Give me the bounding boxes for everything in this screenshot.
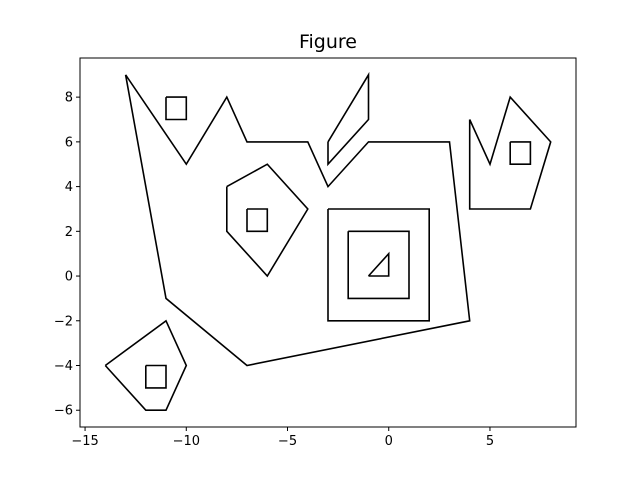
shape-outline-10 bbox=[510, 142, 530, 164]
shape-outline-8 bbox=[369, 254, 389, 276]
y-tick-label: 0 bbox=[65, 270, 73, 285]
shape-outline-5 bbox=[247, 209, 267, 231]
shape-outline-1 bbox=[126, 75, 470, 366]
x-tick-label: −10 bbox=[173, 434, 200, 449]
y-tick-label: 8 bbox=[65, 91, 73, 106]
x-tick-label: −5 bbox=[278, 434, 297, 449]
plot-shapes bbox=[105, 75, 550, 410]
shape-outline-12 bbox=[146, 366, 166, 388]
y-tick-label: 4 bbox=[65, 180, 73, 195]
y-tick-label: 6 bbox=[65, 135, 73, 150]
shape-outline-2 bbox=[166, 97, 186, 119]
y-tick-label: 2 bbox=[65, 225, 73, 240]
x-axis: −15 −10 −5 0 5 bbox=[71, 427, 494, 449]
x-tick-label: 0 bbox=[385, 434, 393, 449]
chart-title: Figure bbox=[299, 31, 357, 53]
y-tick-label: −4 bbox=[54, 359, 73, 374]
x-tick-label: 5 bbox=[486, 434, 494, 449]
shape-outline-3 bbox=[328, 75, 369, 164]
x-tick-label: −15 bbox=[71, 434, 98, 449]
y-tick-label: −2 bbox=[54, 314, 73, 329]
y-axis: −6 −4 −2 0 2 4 6 8 bbox=[54, 91, 80, 419]
y-tick-label: −6 bbox=[54, 404, 73, 419]
